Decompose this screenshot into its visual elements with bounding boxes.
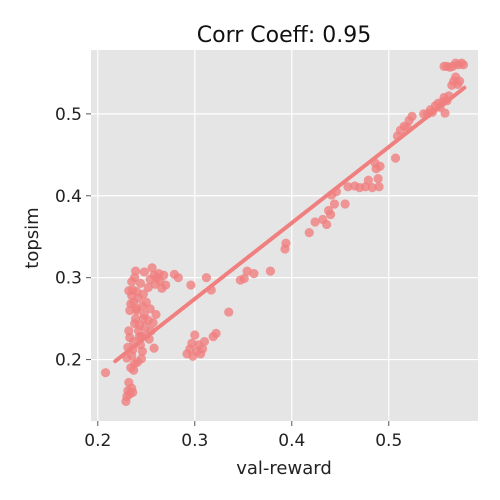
data-point xyxy=(374,182,384,192)
data-point xyxy=(367,182,377,193)
data-point xyxy=(375,161,385,171)
data-point xyxy=(329,199,340,209)
data-point xyxy=(197,344,208,354)
plot-background xyxy=(91,50,478,421)
data-point xyxy=(343,182,353,192)
x-axis-label: val-reward xyxy=(236,458,332,479)
data-point xyxy=(186,280,196,290)
data-point xyxy=(137,346,148,356)
data-point xyxy=(100,368,111,378)
regression-line xyxy=(113,85,467,364)
data-point xyxy=(136,354,147,364)
data-point xyxy=(407,111,417,121)
data-point xyxy=(151,309,161,320)
data-point xyxy=(139,267,149,277)
data-point xyxy=(325,210,336,220)
data-point xyxy=(211,328,221,338)
data-point xyxy=(131,266,141,276)
data-point xyxy=(173,273,183,283)
y-axis-label: topsim xyxy=(22,207,43,268)
data-point xyxy=(141,297,151,307)
y-tick-label: 0.5 xyxy=(55,105,82,125)
data-point xyxy=(458,60,469,70)
data-point xyxy=(310,217,320,227)
y-tick-label: 0.4 xyxy=(55,187,82,207)
data-point xyxy=(265,266,276,276)
data-point xyxy=(128,387,138,397)
data-point xyxy=(454,76,465,86)
data-point xyxy=(161,280,171,290)
data-point xyxy=(201,273,212,283)
data-point xyxy=(239,273,249,284)
x-tick-label: 0.2 xyxy=(84,431,111,451)
data-point xyxy=(373,173,383,184)
data-point xyxy=(148,318,158,328)
tick-labels: 0.2 0.3 0.4 0.5 0.2 0.3 0.4 0.5 xyxy=(55,105,402,451)
data-point xyxy=(159,270,169,280)
data-point xyxy=(363,175,373,185)
data-point xyxy=(281,238,291,248)
data-point xyxy=(124,377,134,388)
data-point xyxy=(340,199,350,209)
data-point xyxy=(322,219,332,230)
x-tick-label: 0.5 xyxy=(375,431,402,451)
chart-title: Corr Coeff: 0.95 xyxy=(197,23,371,48)
data-point xyxy=(138,289,148,299)
y-tick-label: 0.3 xyxy=(55,269,82,289)
x-tick-label: 0.4 xyxy=(278,431,305,451)
data-point xyxy=(149,343,159,353)
data-point xyxy=(135,278,146,289)
data-point xyxy=(124,286,134,296)
data-point xyxy=(190,330,200,340)
data-point xyxy=(390,153,401,163)
data-point xyxy=(147,263,157,273)
x-tick-label: 0.3 xyxy=(181,431,208,451)
data-point xyxy=(129,365,139,375)
data-point xyxy=(249,268,259,279)
data-point xyxy=(127,277,137,287)
data-point xyxy=(224,307,234,317)
y-tick-label: 0.2 xyxy=(55,351,82,371)
data-point xyxy=(304,228,314,238)
data-point xyxy=(131,304,142,314)
data-point xyxy=(440,108,450,118)
data-point xyxy=(199,336,210,347)
